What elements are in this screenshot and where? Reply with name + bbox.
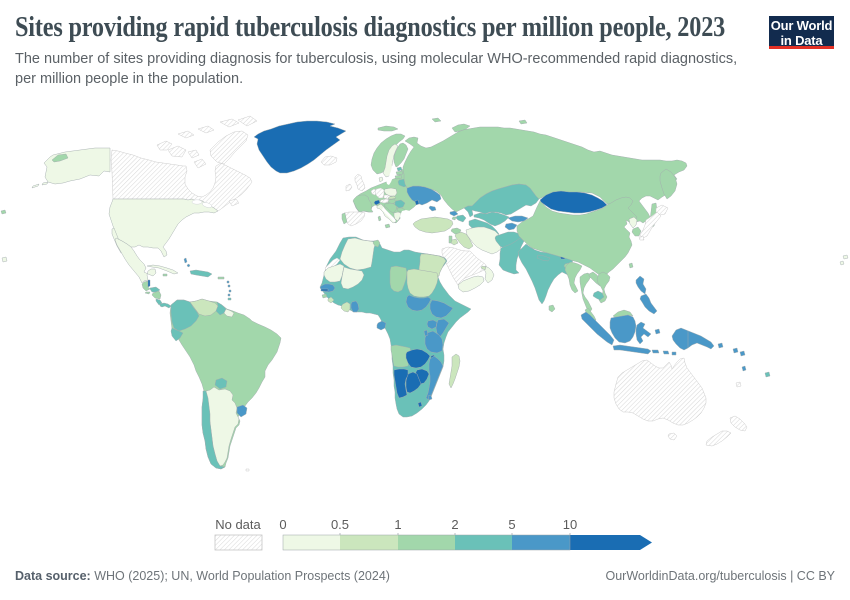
svg-text:0.5: 0.5 bbox=[331, 517, 349, 532]
svg-text:0: 0 bbox=[279, 517, 286, 532]
svg-text:10: 10 bbox=[563, 517, 577, 532]
svg-text:2: 2 bbox=[451, 517, 458, 532]
svg-text:No data: No data bbox=[215, 517, 261, 532]
svg-text:5: 5 bbox=[508, 517, 515, 532]
svg-text:1: 1 bbox=[394, 517, 401, 532]
